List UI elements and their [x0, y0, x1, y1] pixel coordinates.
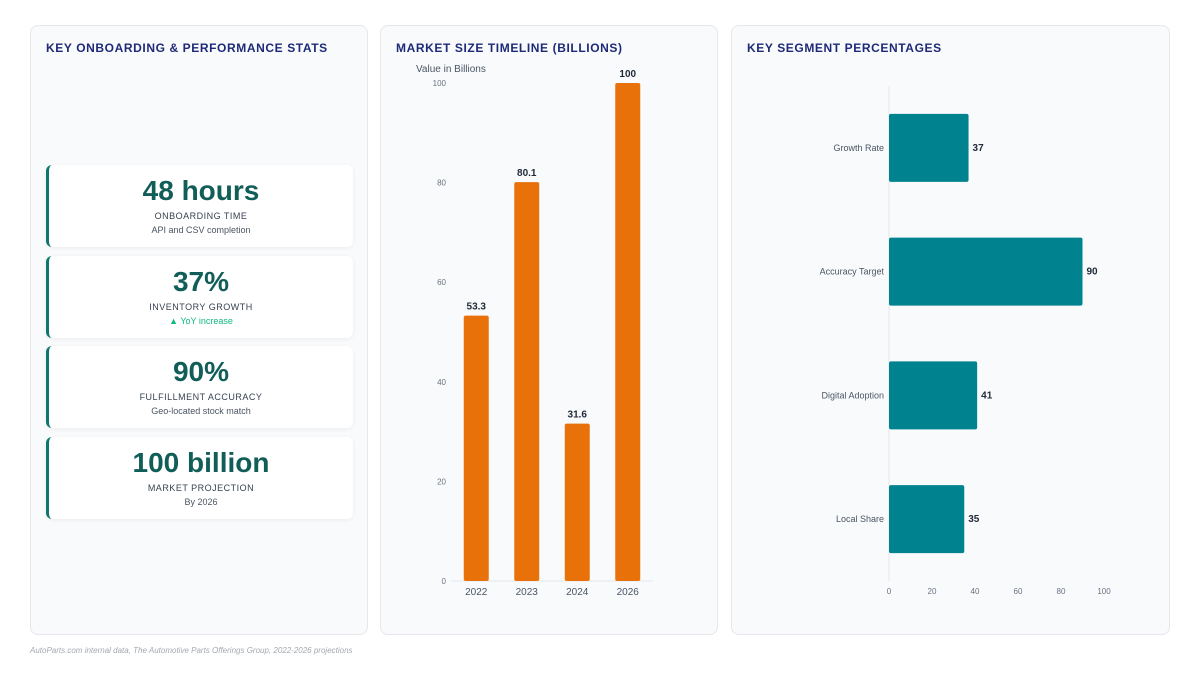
hbar-value-label: 41: [981, 390, 993, 401]
y-tick-label: 40: [437, 378, 446, 387]
x-tick-label: 20: [928, 587, 937, 596]
y-tick-label: Digital Adoption: [821, 390, 884, 400]
x-tick-label: 2026: [617, 587, 640, 598]
bar-2022: [463, 315, 489, 581]
x-tick-label: 2024: [566, 587, 589, 598]
x-tick-label: 80: [1057, 587, 1066, 596]
y-tick-label: 0: [442, 577, 447, 586]
kpi-card-onboarding: 48 hours ONBOARDING TIME API and CSV com…: [46, 165, 353, 247]
segment-title: KEY SEGMENT PERCENTAGES: [747, 41, 942, 55]
hbar-value-label: 37: [973, 143, 985, 154]
kpi-panel: KEY ONBOARDING & PERFORMANCE STATS 48 ho…: [30, 25, 368, 635]
kpi-label: MARKET PROJECTION: [147, 483, 255, 493]
hbar-value-label: 35: [968, 514, 980, 525]
bar-value-label: 31.6: [568, 410, 588, 421]
kpi-card-market: 100 billion MARKET PROJECTION By 2026: [46, 437, 353, 519]
segment-chart: 0 20 40 60 80 100 37 Growth Rate 90 Accuracy Targ…: [820, 86, 1111, 596]
kpi-panel-title: KEY ONBOARDING & PERFORMANCE STATS: [46, 41, 328, 55]
kpi-value: 48 hours: [142, 175, 260, 206]
y-axis-label: Value in Billions: [416, 64, 486, 75]
kpi-label: ONBOARDING TIME: [154, 211, 248, 221]
market-size-chart: Value in Billions 0 20 40 60 80 100 53.3 2022 80.…: [416, 64, 653, 598]
x-tick-label: 40: [971, 587, 980, 596]
kpi-label: INVENTORY GROWTH: [149, 302, 253, 312]
segment-panel: KEY SEGMENT PERCENTAGES 0 20 40 60 80 100 37 Gr…: [731, 25, 1170, 635]
bar-2024: [564, 423, 590, 581]
y-tick-label: Local Share: [836, 514, 884, 524]
x-tick-label: 0: [887, 587, 892, 596]
kpi-subtext: Geo-located stock match: [151, 406, 251, 416]
kpi-value: 90%: [172, 356, 230, 387]
x-tick-label: 2023: [516, 587, 539, 598]
kpi-value: 37%: [172, 266, 230, 297]
market-size-panel: MARKET SIZE TIMELINE (BILLIONS) Value in…: [380, 25, 718, 635]
bar-value-label: 53.3: [467, 302, 487, 313]
kpi-subtext: API and CSV completion: [151, 225, 251, 235]
kpi-card-fulfillment: 90% FULFILLMENT ACCURACY Geo-located sto…: [46, 346, 353, 428]
hbar-value-label: 90: [1087, 267, 1099, 278]
market-size-title: MARKET SIZE TIMELINE (BILLIONS): [396, 41, 623, 55]
bar-2026: [615, 83, 641, 581]
source-footnote: AutoParts.com internal data, The Automot…: [30, 646, 353, 655]
bar-2023: [514, 182, 540, 582]
y-tick-label: 80: [437, 179, 446, 188]
kpi-value: 100 billion: [132, 447, 270, 478]
hbar-accuracy-target: [889, 237, 1083, 306]
x-tick-label: 60: [1014, 587, 1023, 596]
hbar-local-share: [889, 485, 965, 554]
kpi-label: FULFILLMENT ACCURACY: [139, 392, 263, 402]
x-tick-label: 100: [1097, 587, 1111, 596]
kpi-subtext: By 2026: [184, 497, 218, 507]
kpi-card-inventory: 37% INVENTORY GROWTH ▲ YoY increase: [46, 256, 353, 338]
hbar-growth-rate: [889, 113, 969, 182]
bar-value-label: 100: [619, 69, 636, 80]
y-tick-label: 20: [437, 477, 446, 486]
x-tick-label: 2022: [465, 587, 488, 598]
y-tick-label: Accuracy Target: [820, 267, 885, 277]
kpi-trend-up: ▲ YoY increase: [169, 316, 233, 326]
bar-value-label: 80.1: [517, 168, 537, 179]
y-tick-label: 100: [433, 79, 447, 88]
hbar-digital-adoption: [889, 361, 978, 430]
y-tick-label: 60: [437, 278, 446, 287]
y-tick-label: Growth Rate: [833, 143, 884, 153]
